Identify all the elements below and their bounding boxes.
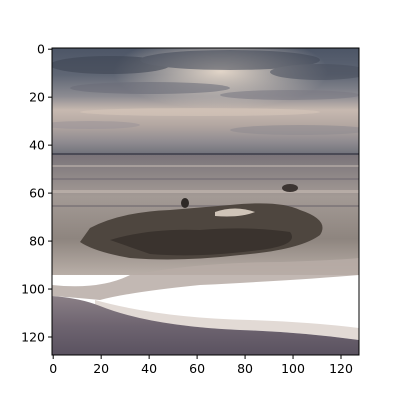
x-tick-label: 80 [237, 361, 253, 376]
y-tick-label: 120 [21, 330, 45, 345]
x-tick-label: 40 [141, 361, 157, 376]
x-axis: 0 20 40 60 80 100 120 [49, 355, 353, 376]
sand [52, 296, 359, 355]
wave-foam [52, 258, 359, 300]
rocks [80, 184, 323, 260]
sea-ripples [52, 165, 359, 207]
y-axis: 0 20 40 60 80 100 120 [21, 42, 52, 345]
y-tick-label: 60 [29, 186, 45, 201]
x-tick-label: 120 [329, 361, 353, 376]
clouds [52, 50, 359, 135]
y-tick-label: 80 [29, 234, 45, 249]
y-tick-label: 0 [37, 42, 45, 57]
x-tick-label: 60 [189, 361, 205, 376]
x-tick-label: 100 [281, 361, 305, 376]
horizon [52, 153, 359, 155]
y-tick-label: 100 [21, 282, 45, 297]
x-tick-label: 0 [49, 361, 57, 376]
x-tick-label: 20 [93, 361, 109, 376]
y-tick-label: 20 [29, 90, 45, 105]
photo [52, 48, 359, 355]
axes-frame [51, 47, 360, 356]
y-tick-label: 40 [29, 138, 45, 153]
